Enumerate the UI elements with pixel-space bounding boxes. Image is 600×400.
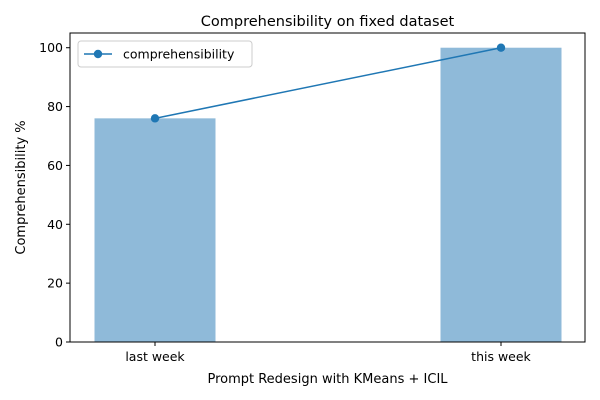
y-tick-label: 40 bbox=[47, 217, 63, 232]
plot-frame bbox=[69, 32, 586, 343]
y-axis-label: Comprehensibility % bbox=[14, 120, 29, 254]
legend-box bbox=[77, 40, 253, 68]
legend-label: comprehensibility bbox=[123, 47, 235, 62]
x-tick-label: this week bbox=[471, 349, 531, 364]
y-axis-ticks: 0 20 40 60 80 100 bbox=[39, 40, 70, 350]
line-point-this-week bbox=[496, 43, 506, 52]
line-layer bbox=[150, 43, 506, 123]
y-tick-label: 100 bbox=[39, 40, 63, 55]
bar-last-week bbox=[94, 118, 216, 342]
y-tick-label: 0 bbox=[55, 335, 63, 350]
bars-layer bbox=[94, 47, 562, 342]
line-series-comprehensibility bbox=[154, 46, 502, 120]
x-tick-label: last week bbox=[125, 349, 185, 364]
chart-title: Comprehensibility on fixed dataset bbox=[201, 14, 455, 30]
y-tick-label: 80 bbox=[47, 99, 63, 114]
legend-marker bbox=[93, 49, 103, 59]
line-point-last-week bbox=[150, 114, 160, 123]
bar-this-week bbox=[440, 47, 562, 342]
legend: comprehensibility bbox=[77, 40, 253, 68]
y-tick-label: 20 bbox=[47, 276, 63, 291]
x-axis-ticks: last week this week bbox=[125, 342, 532, 364]
x-axis-label: Prompt Redesign with KMeans + ICIL bbox=[207, 372, 448, 387]
y-tick-label: 60 bbox=[47, 158, 63, 173]
